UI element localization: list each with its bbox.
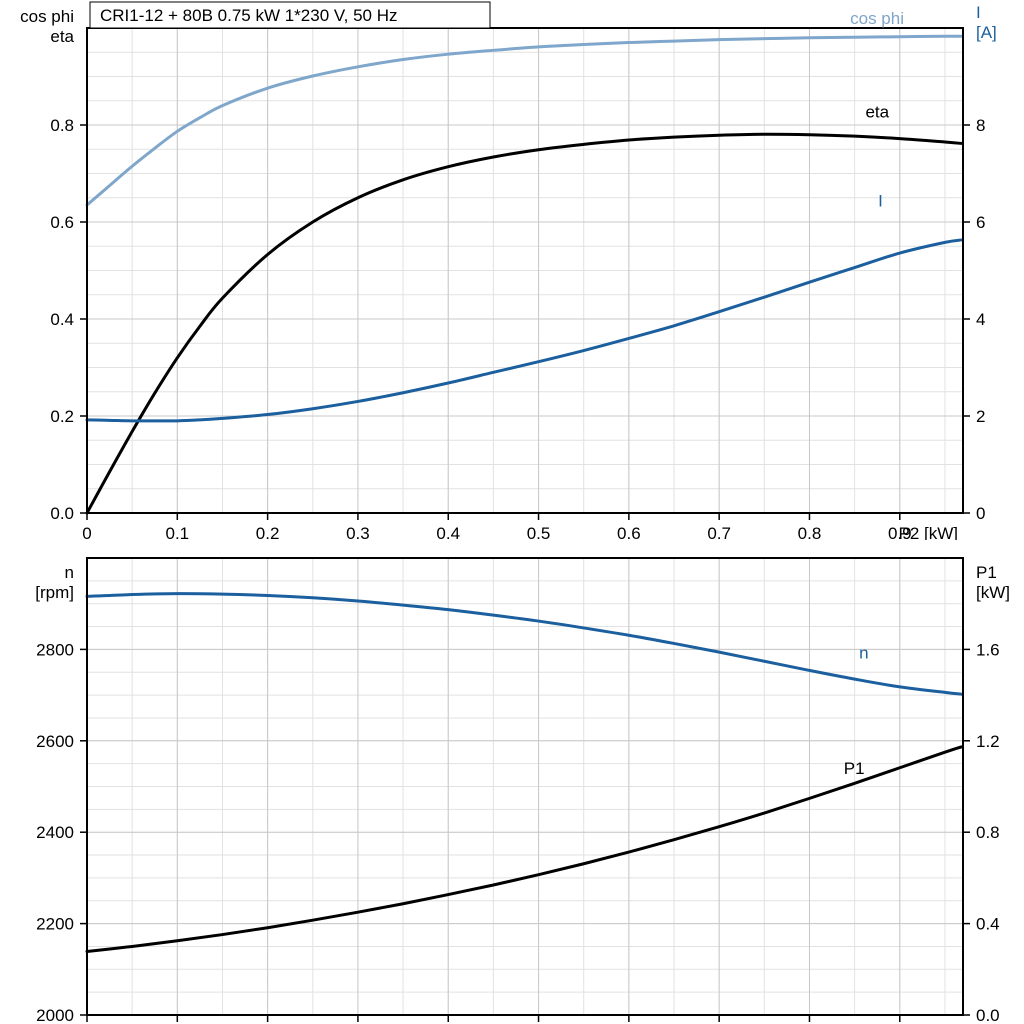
xtick-label: 0.5	[527, 524, 551, 540]
ytick-label-left: 2000	[36, 1006, 74, 1024]
curve-labels: n P1	[844, 644, 869, 778]
right-axis-title-line2: [kW]	[976, 583, 1010, 602]
xtick-label: 0.4	[436, 524, 460, 540]
x-axis-title: P2 [kW]	[898, 524, 958, 540]
xtick-label: 0.3	[346, 524, 370, 540]
ytick-label-left: 0.6	[50, 213, 74, 232]
ytick-label-right: 2	[976, 407, 985, 426]
right-axis-title-line1: I	[976, 3, 981, 22]
ytick-label-right: 8	[976, 116, 985, 135]
axis-ticks: 2000 2200 2400 2600 2800 0.0 0.4 0.8 1.2 1.6	[36, 640, 999, 1024]
axis-ticks: 0 0.1 0.2 0.3 0.4 0.5 0.6 0.7 0.8 0.9 0.0 0.2 0.4 0.6…	[50, 116, 985, 540]
curve-p1	[85, 745, 963, 953]
ytick-label-right: 0.8	[976, 823, 1000, 842]
xtick-label: 0	[82, 524, 91, 540]
curve-label-eta: eta	[865, 103, 889, 122]
chart-title: CRI1-12 + 80B 0.75 kW 1*230 V, 50 Hz	[100, 6, 398, 25]
ytick-label-left: 2400	[36, 823, 74, 842]
xtick-label: 0.1	[165, 524, 189, 540]
right-axis-title-line2: [A]	[976, 23, 997, 42]
gridlines	[86, 27, 963, 514]
curve-cos-phi	[85, 34, 963, 207]
curve-label-i: I	[878, 191, 883, 210]
plot-frame	[86, 557, 964, 1016]
ytick-label-right: 1.6	[976, 640, 1000, 659]
curves	[85, 34, 963, 515]
chart-top-cosphi-eta-current: 0 0.1 0.2 0.3 0.4 0.5 0.6 0.7 0.8 0.9 0.0 0.2 0.4 0.6…	[20, 1, 997, 540]
left-axis-title-line2: eta	[50, 27, 74, 46]
curve-label-cos-phi: cos phi	[850, 9, 904, 28]
left-axis-title-line1: n	[65, 563, 74, 582]
ytick-label-left: 0.4	[50, 310, 74, 329]
xtick-label: 0.9	[888, 524, 912, 540]
xtick-label: 0.8	[798, 524, 822, 540]
curve-eta	[85, 132, 963, 515]
axis-titles: n[rpm] P1[kW]	[35, 563, 1010, 602]
left-axis-title-line2: [rpm]	[35, 583, 74, 602]
ytick-label-left: 2800	[36, 640, 74, 659]
curve-label-p1: P1	[844, 759, 865, 778]
ytick-label-left: 0.2	[50, 407, 74, 426]
xtick-label: 0.7	[707, 524, 731, 540]
curve-label-n: n	[859, 644, 868, 663]
xtick-label: 0.2	[256, 524, 280, 540]
plot-frame	[86, 27, 964, 514]
curve-labels: cos phi eta I	[850, 9, 904, 210]
ytick-label-right: 1.2	[976, 732, 1000, 751]
left-axis-title-line1: cos phi	[20, 7, 74, 26]
ytick-label-left: 0.0	[50, 504, 74, 523]
xtick-label: 0.6	[617, 524, 641, 540]
ytick-label-right: 6	[976, 213, 985, 232]
gridlines	[86, 557, 963, 1016]
ytick-label-right: 4	[976, 310, 985, 329]
right-axis-title-line1: P1	[976, 563, 997, 582]
ytick-label-left: 2600	[36, 732, 74, 751]
ytick-label-right: 0.4	[976, 915, 1000, 934]
curve-n	[85, 592, 963, 696]
ytick-label-right: 0.0	[976, 1006, 1000, 1024]
ytick-label-left: 0.8	[50, 116, 74, 135]
curves	[85, 592, 963, 953]
ytick-label-left: 2200	[36, 915, 74, 934]
title-box	[89, 1, 491, 29]
chart-bottom-speed-power: 200022002400260028000.00.40.81.21.6n[rpm…	[35, 557, 1010, 1024]
curve-i	[85, 238, 963, 423]
ytick-label-right: 0	[976, 504, 985, 523]
